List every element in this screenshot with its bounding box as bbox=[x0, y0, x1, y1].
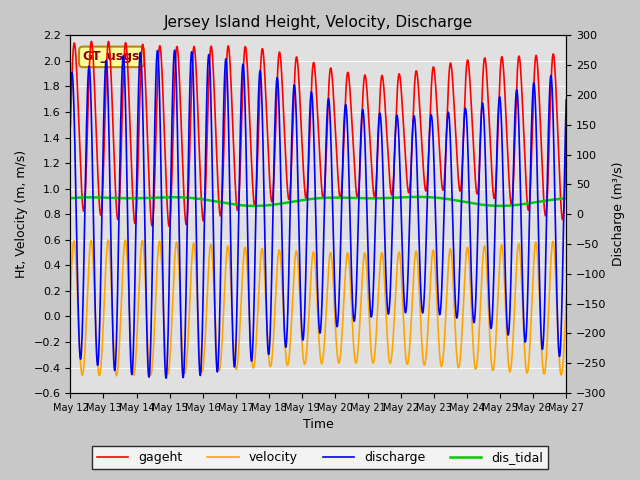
dis_tidal bbox=[251, 203, 259, 209]
X-axis label: Time: Time bbox=[303, 419, 333, 432]
dis_tidal bbox=[67, 195, 74, 201]
gageht bbox=[474, 185, 482, 191]
gageht bbox=[436, 166, 444, 171]
Line: velocity: velocity bbox=[70, 240, 566, 376]
Legend: gageht, velocity, discharge, dis_tidal: gageht, velocity, discharge, dis_tidal bbox=[92, 446, 548, 469]
discharge bbox=[157, 136, 164, 142]
velocity bbox=[389, 336, 397, 342]
Text: GT_usgs: GT_usgs bbox=[83, 50, 140, 63]
velocity bbox=[256, 264, 264, 270]
velocity bbox=[113, 373, 120, 379]
Line: dis_tidal: dis_tidal bbox=[70, 197, 566, 206]
discharge bbox=[436, 307, 444, 313]
discharge bbox=[364, 246, 372, 252]
discharge bbox=[162, 375, 170, 381]
dis_tidal bbox=[436, 195, 444, 201]
gageht bbox=[389, 183, 397, 189]
dis_tidal bbox=[256, 203, 264, 209]
discharge bbox=[389, 198, 397, 204]
velocity bbox=[563, 296, 570, 301]
Y-axis label: Ht, Velocity (m, m/s): Ht, Velocity (m, m/s) bbox=[15, 150, 28, 278]
discharge bbox=[563, 97, 570, 103]
discharge bbox=[171, 48, 179, 53]
velocity bbox=[474, 345, 482, 351]
Line: gageht: gageht bbox=[70, 41, 566, 226]
dis_tidal bbox=[415, 194, 422, 200]
discharge bbox=[67, 93, 74, 98]
velocity bbox=[67, 290, 74, 296]
Line: discharge: discharge bbox=[70, 50, 566, 378]
gageht bbox=[563, 142, 570, 148]
discharge bbox=[256, 68, 264, 73]
gageht bbox=[67, 123, 74, 129]
velocity bbox=[436, 360, 444, 366]
dis_tidal bbox=[563, 195, 570, 201]
gageht bbox=[256, 78, 264, 84]
Y-axis label: Discharge (m³/s): Discharge (m³/s) bbox=[612, 162, 625, 266]
dis_tidal bbox=[474, 201, 482, 207]
gageht bbox=[88, 38, 95, 44]
dis_tidal bbox=[157, 194, 164, 200]
gageht bbox=[364, 103, 372, 108]
velocity bbox=[157, 245, 164, 251]
velocity bbox=[104, 237, 112, 243]
gageht bbox=[165, 223, 173, 229]
dis_tidal bbox=[389, 195, 397, 201]
Title: Jersey Island Height, Velocity, Discharge: Jersey Island Height, Velocity, Discharg… bbox=[164, 15, 473, 30]
dis_tidal bbox=[364, 195, 372, 201]
gageht bbox=[157, 46, 164, 52]
discharge bbox=[474, 210, 482, 216]
velocity bbox=[364, 288, 372, 294]
